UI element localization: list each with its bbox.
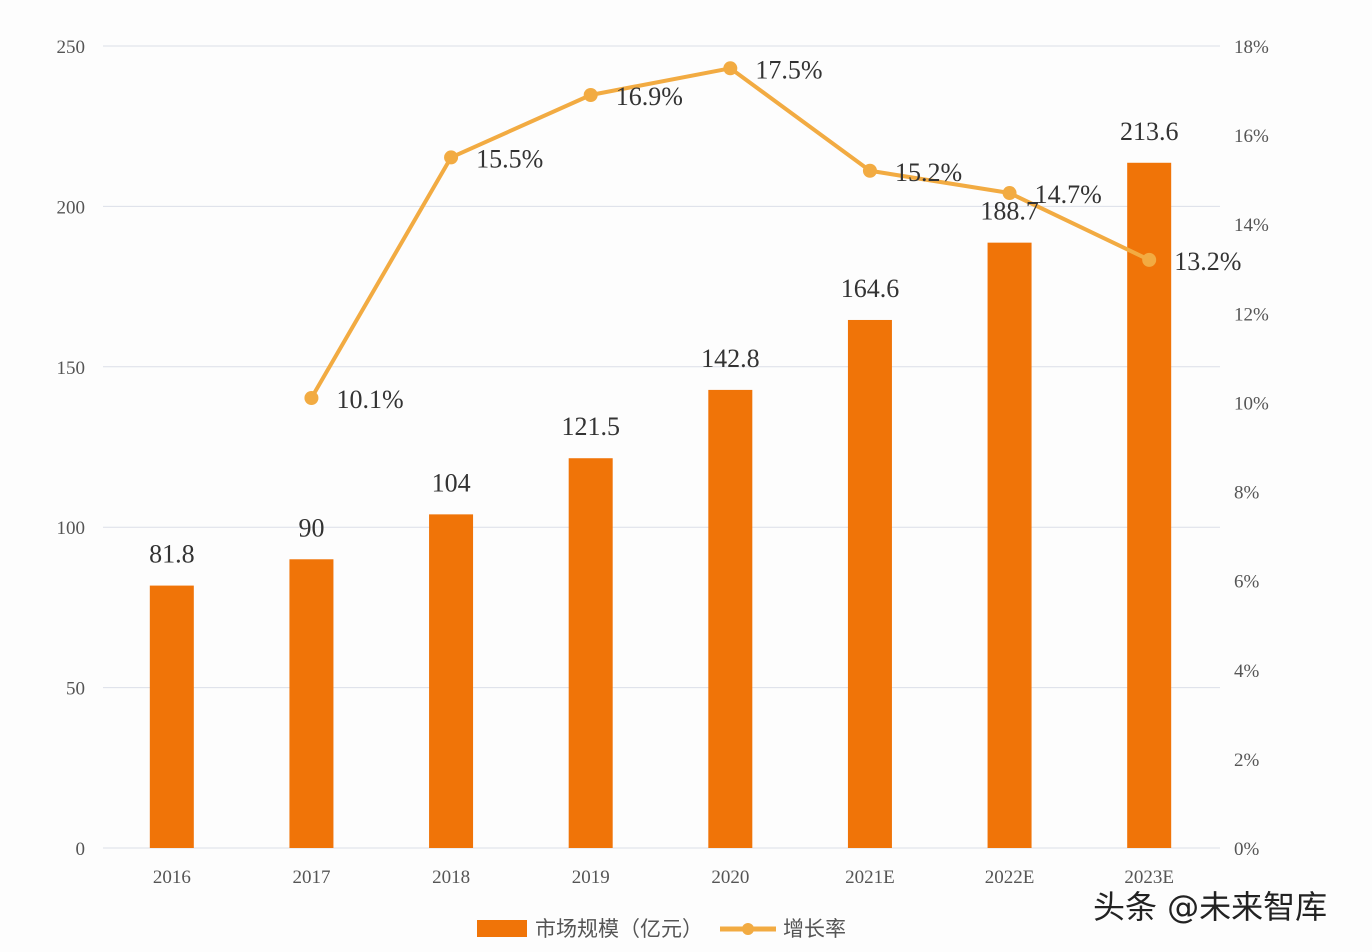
growth-point: [444, 150, 459, 165]
bar-value-label: 104: [432, 468, 471, 497]
x-axis-tick: 2018: [432, 867, 470, 888]
x-axis-tick: 2022E: [985, 867, 1035, 888]
right-axis-tick: 4%: [1234, 661, 1260, 682]
bar-value-label: 121.5: [561, 412, 620, 441]
bar: [708, 389, 753, 848]
growth-value-label: 15.2%: [895, 158, 962, 187]
bar: [568, 458, 613, 848]
legend-line-label: 增长率: [783, 917, 846, 941]
right-axis-tick: 2%: [1234, 750, 1260, 771]
growth-point: [1142, 252, 1157, 267]
x-axis-tick: 2017: [292, 867, 330, 888]
growth-value-label: 13.2%: [1174, 247, 1241, 276]
x-axis-tick: 2020: [711, 867, 749, 888]
x-axis-tick: 2019: [572, 867, 610, 888]
growth-point: [723, 61, 738, 76]
bar-value-label: 90: [298, 513, 324, 542]
bar-value-label: 142.8: [701, 344, 760, 373]
bar: [1127, 162, 1172, 849]
left-axis-tick: 100: [57, 518, 86, 539]
watermark: 头条 @未来智库: [1093, 888, 1327, 926]
left-axis-tick: 250: [57, 37, 86, 58]
left-axis-tick: 150: [57, 358, 86, 379]
growth-value-label: 15.5%: [476, 144, 543, 173]
bar-value-label: 81.8: [149, 540, 195, 569]
right-axis-tick: 12%: [1234, 304, 1269, 325]
growth-point: [862, 163, 877, 178]
growth-value-label: 17.5%: [755, 55, 822, 84]
right-axis-tick: 10%: [1234, 393, 1269, 414]
bar: [847, 319, 892, 848]
right-axis-tick: 0%: [1234, 839, 1260, 860]
legend-line-marker: [742, 923, 754, 935]
left-axis-tick: 200: [57, 197, 86, 218]
bar-value-label: 213.6: [1120, 117, 1179, 146]
x-axis-tick: 2023E: [1124, 867, 1174, 888]
right-axis-tick: 14%: [1234, 215, 1269, 236]
legend-bar-swatch: [477, 920, 527, 937]
bar: [289, 559, 334, 848]
growth-point: [304, 390, 319, 405]
left-axis-tick: 0: [76, 839, 86, 860]
right-axis-tick: 16%: [1234, 126, 1269, 147]
growth-point: [1002, 186, 1017, 201]
right-axis-tick: 6%: [1234, 572, 1260, 593]
growth-value-label: 16.9%: [616, 82, 683, 111]
x-axis-tick: 2016: [153, 867, 191, 888]
right-axis-tick: 8%: [1234, 483, 1260, 504]
bar: [429, 514, 474, 848]
growth-value-label: 10.1%: [336, 385, 403, 414]
x-axis-tick: 2021E: [845, 867, 895, 888]
growth-value-label: 14.7%: [1035, 180, 1102, 209]
bar-value-label: 188.7: [980, 197, 1039, 226]
left-axis-tick: 50: [66, 679, 85, 700]
legend-bar-label: 市场规模（亿元）: [535, 917, 703, 941]
growth-point: [583, 88, 598, 103]
bar: [149, 585, 194, 848]
legend: 市场规模（亿元） 增长率: [477, 917, 846, 941]
bar: [987, 242, 1032, 849]
right-axis-tick: 18%: [1234, 37, 1269, 58]
bar-value-label: 164.6: [841, 274, 900, 303]
